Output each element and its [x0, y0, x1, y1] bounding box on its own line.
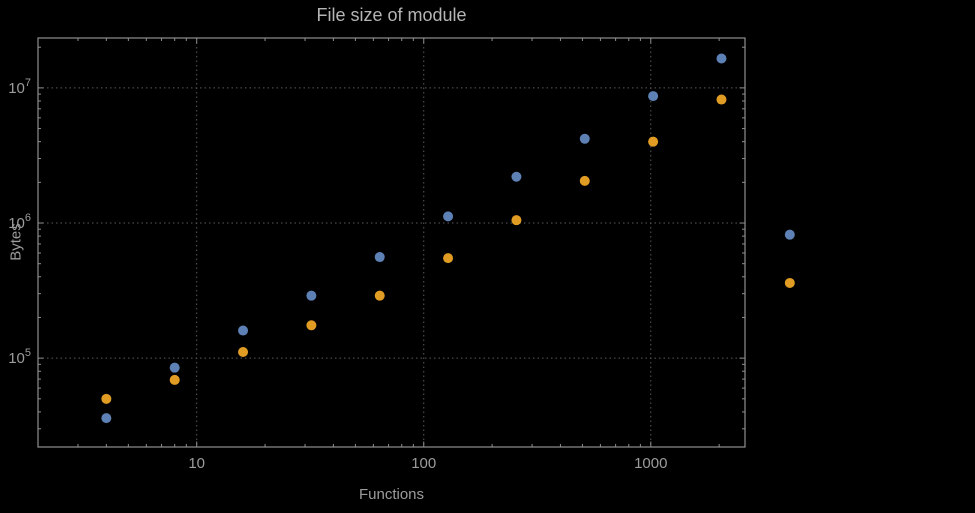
x-tick-label: 1000	[634, 455, 667, 472]
data-point	[101, 413, 112, 424]
data-point	[511, 215, 522, 226]
data-point	[443, 211, 454, 222]
data-point	[443, 253, 454, 264]
y-tick-label: 106	[8, 212, 31, 232]
data-point	[716, 94, 727, 105]
data-point	[306, 290, 317, 301]
data-point	[648, 136, 659, 147]
data-point	[374, 252, 385, 263]
data-point	[579, 175, 590, 186]
data-point	[511, 171, 522, 182]
x-tick-label: 10	[188, 455, 205, 472]
data-point	[169, 374, 180, 385]
data-point	[169, 362, 180, 373]
data-point	[238, 325, 249, 336]
y-tick-label: 107	[8, 77, 31, 97]
data-point	[784, 277, 795, 288]
data-point	[101, 393, 112, 404]
x-axis-label: Functions	[358, 486, 425, 503]
data-point	[648, 91, 659, 102]
chart-title: File size of module	[316, 5, 467, 25]
data-point	[306, 320, 317, 331]
plot-frame	[37, 37, 746, 448]
data-point	[784, 229, 795, 240]
x-tick-label: 100	[411, 455, 436, 472]
data-point	[716, 53, 727, 64]
data-point	[374, 290, 385, 301]
y-tick-label: 105	[8, 347, 31, 367]
data-point	[238, 347, 249, 358]
data-point	[579, 133, 590, 144]
